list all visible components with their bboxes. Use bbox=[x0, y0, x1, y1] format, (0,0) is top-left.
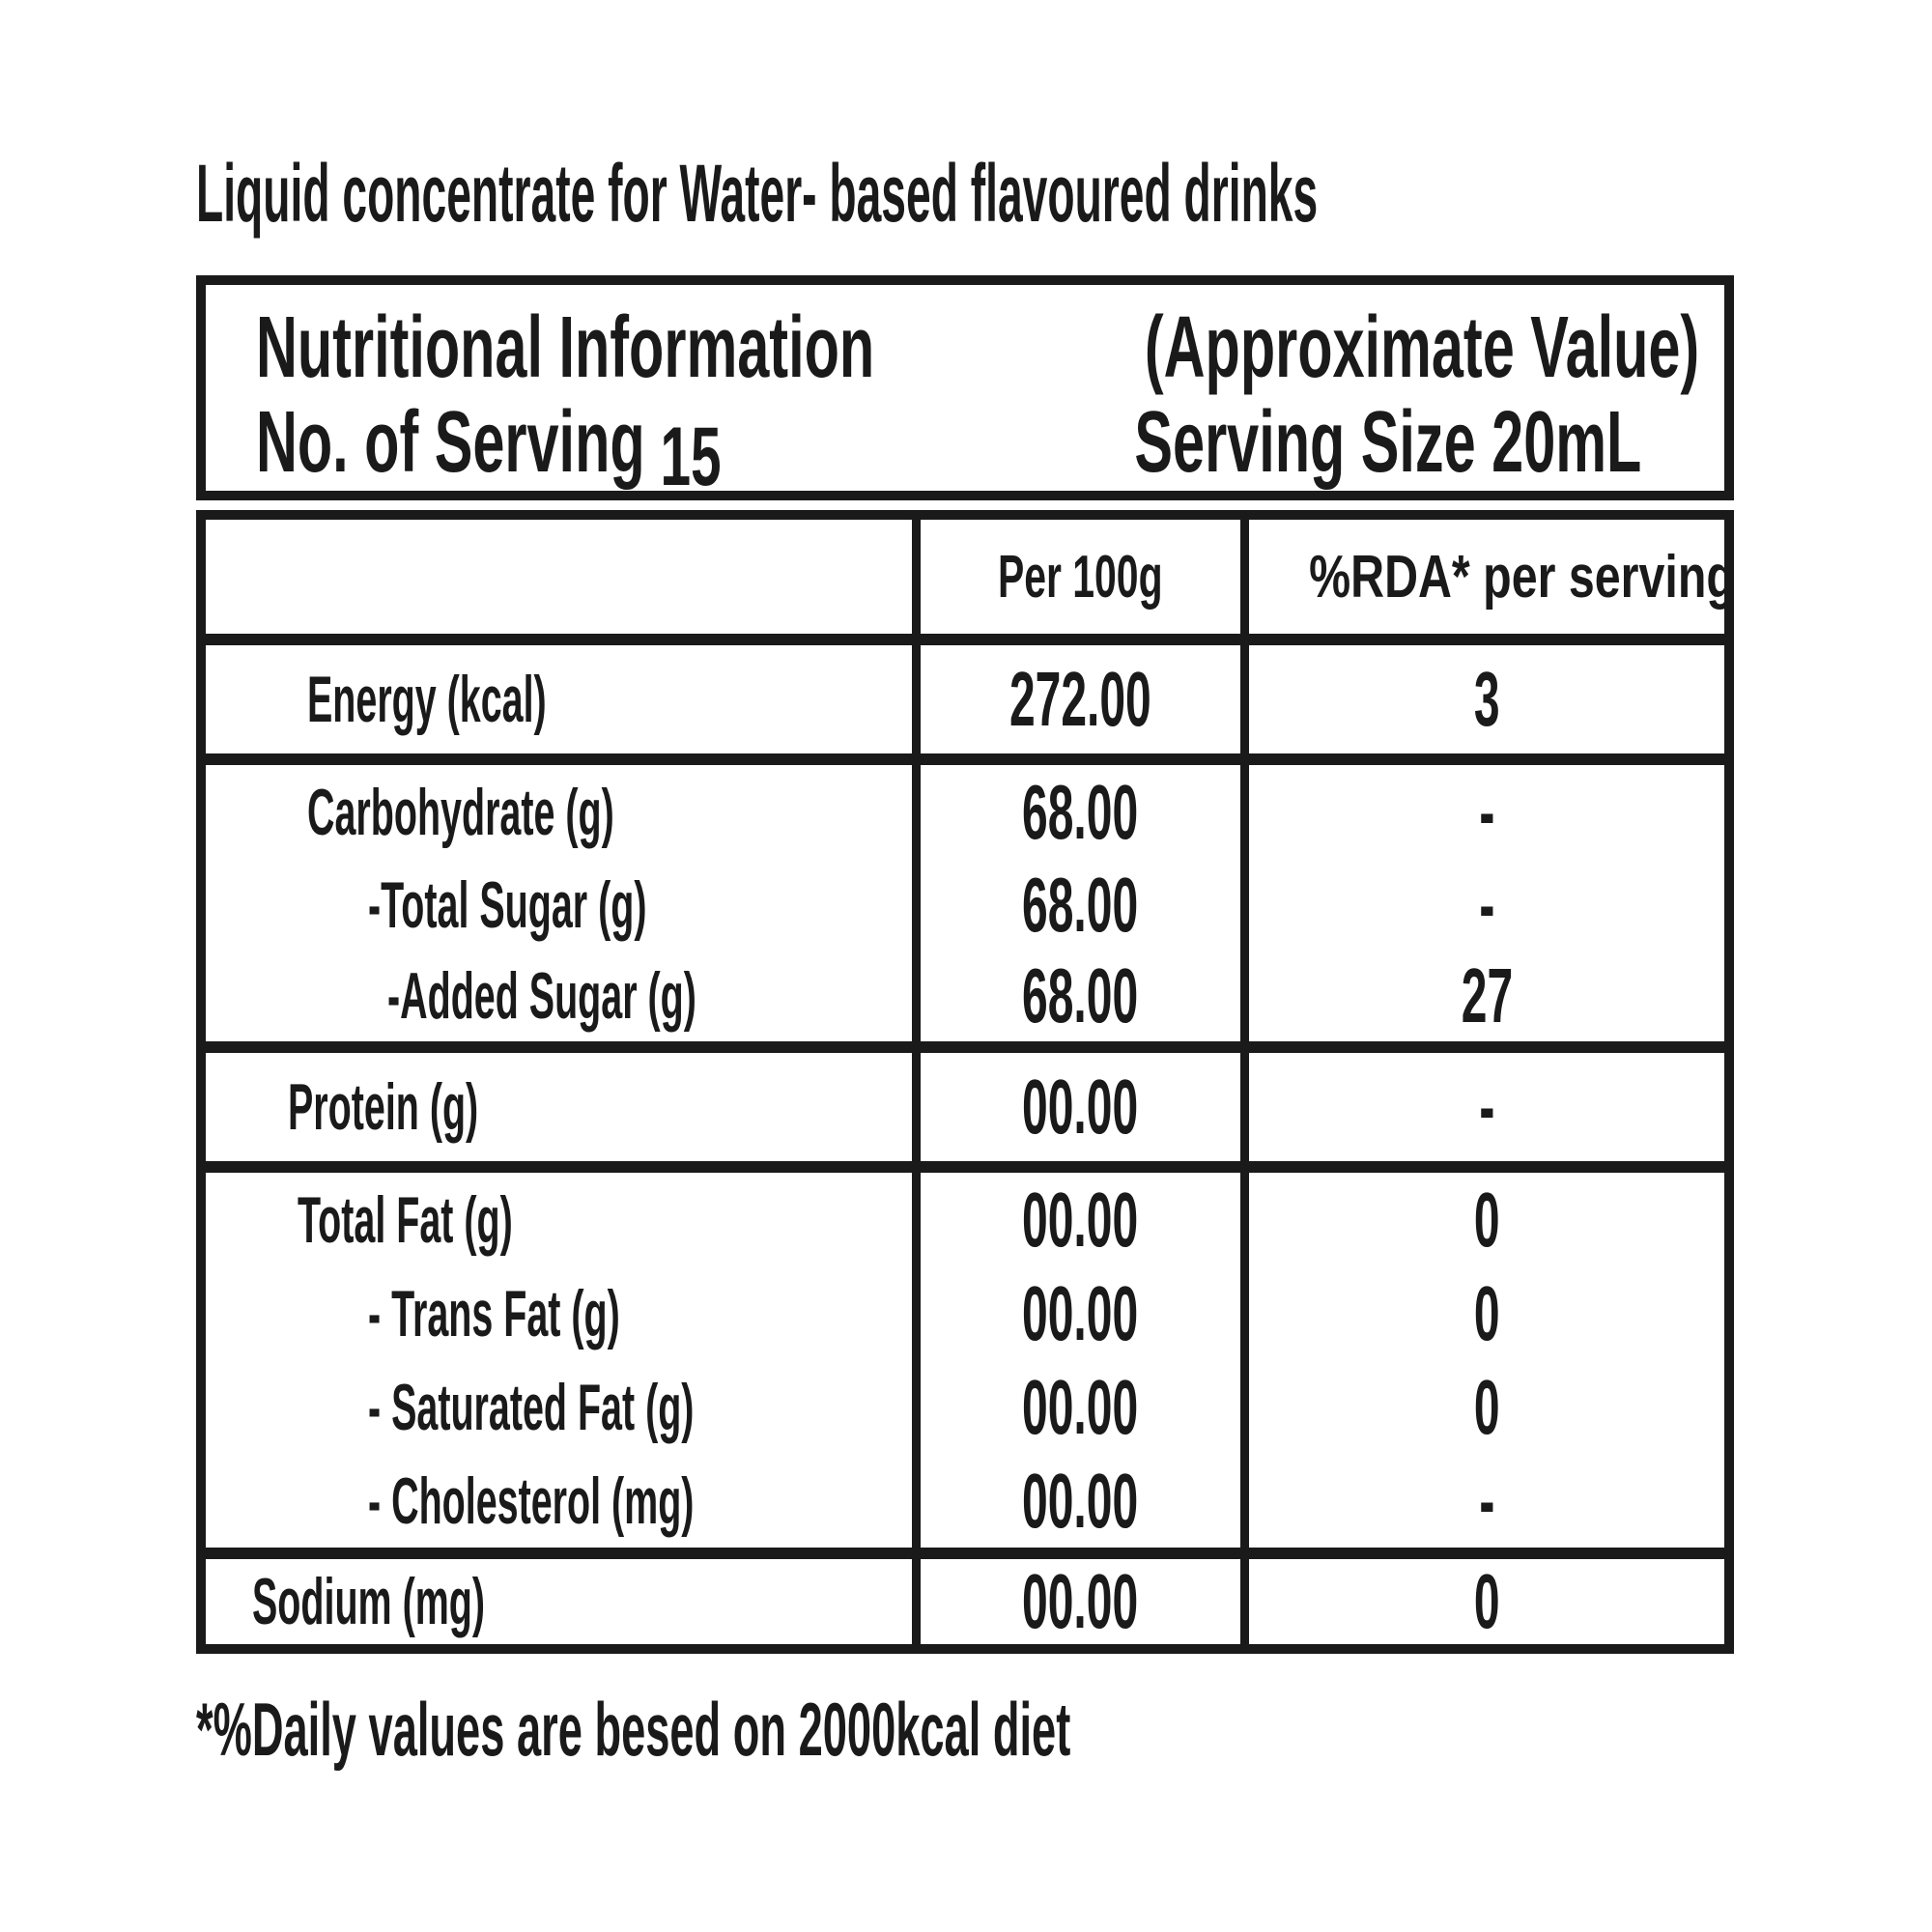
daily-value-footnote: *%Daily values are besed on 2000kcal die… bbox=[196, 1687, 1071, 1772]
row-rda-value: - bbox=[1479, 769, 1494, 855]
row-per100g-value: 00.00 bbox=[921, 1053, 1249, 1161]
table-row-protein: Protein (g) 00.00 - bbox=[206, 1053, 1724, 1161]
row-per100g-value: 00.00 bbox=[921, 1360, 1249, 1454]
table-row-saturated-fat: - Saturated Fat (g) 00.00 0 bbox=[206, 1360, 1724, 1454]
table-row-cholesterol: - Cholesterol (mg) 00.00 - bbox=[206, 1454, 1724, 1548]
row-label: -Total Sugar (g) bbox=[206, 860, 921, 951]
row-per100g-value: 272.00 bbox=[921, 645, 1249, 753]
table-row-added-sugar: -Added Sugar (g) 68.00 27 bbox=[206, 951, 1724, 1041]
row-per100g-value: 00.00 bbox=[921, 1173, 1249, 1266]
row-per100g-value: 68.00 bbox=[921, 860, 1249, 951]
row-rda-value: 0 bbox=[1473, 1269, 1500, 1356]
nutrition-header-box: Nutritional Information (Approximate Val… bbox=[196, 275, 1734, 503]
row-per100g-value: 68.00 bbox=[921, 951, 1249, 1041]
table-row-total-sugar: -Total Sugar (g) 68.00 - bbox=[206, 860, 1724, 951]
row-rda-value: - bbox=[1479, 862, 1494, 948]
table-row-energy: Energy (kcal) 272.00 3 bbox=[206, 645, 1724, 753]
table-column-header-section: Per 100g %RDA* per serving bbox=[206, 520, 1735, 634]
product-title-text: Liquid concentrate for Water- based flav… bbox=[196, 148, 1319, 239]
row-rda-value: 0 bbox=[1473, 1558, 1500, 1644]
serving-size: Serving Size 20mL bbox=[1134, 394, 1641, 491]
serving-size-line: Serving Size 20mL bbox=[873, 393, 1641, 493]
column-header-per-100g: Per 100g bbox=[921, 520, 1249, 634]
row-label: Carbohydrate (g) bbox=[206, 765, 921, 860]
table-row-sodium: Sodium (mg) 00.00 0 bbox=[206, 1558, 1724, 1644]
row-per100g-value: 00.00 bbox=[921, 1454, 1249, 1548]
header-title: Nutritional Information bbox=[256, 299, 875, 396]
row-rda-value: 3 bbox=[1473, 656, 1500, 742]
row-per100g-value: 00.00 bbox=[921, 1558, 1249, 1644]
servings-value: 15 bbox=[660, 411, 722, 503]
row-rda-value: 27 bbox=[1461, 952, 1513, 1038]
row-label: - Cholesterol (mg) bbox=[206, 1454, 921, 1548]
row-label: Sodium (mg) bbox=[206, 1559, 921, 1644]
row-label: Total Fat (g) bbox=[206, 1173, 921, 1266]
row-rda-value: 0 bbox=[1473, 1363, 1500, 1450]
servings-label: No. of Serving bbox=[256, 394, 645, 491]
row-label: -Added Sugar (g) bbox=[206, 951, 921, 1041]
section-sodium: Sodium (mg) 00.00 0 bbox=[206, 1548, 1724, 1644]
servings-line: No. of Serving 15 bbox=[256, 393, 961, 503]
section-energy: Energy (kcal) 272.00 3 bbox=[206, 634, 1724, 753]
section-protein: Protein (g) 00.00 - bbox=[206, 1041, 1724, 1161]
row-rda-value: - bbox=[1479, 1064, 1494, 1150]
row-label: Energy (kcal) bbox=[206, 645, 921, 753]
section-carbohydrate: Carbohydrate (g) 68.00 - -Total Sugar (g… bbox=[206, 753, 1724, 1041]
table-row-total-fat: Total Fat (g) 00.00 0 bbox=[206, 1173, 1724, 1266]
row-label: Protein (g) bbox=[206, 1053, 921, 1161]
nutrition-table: Per 100g %RDA* per serving Energy (kcal)… bbox=[196, 510, 1735, 1654]
column-header-row: Per 100g %RDA* per serving bbox=[206, 520, 1735, 634]
row-label: - Trans Fat (g) bbox=[206, 1266, 921, 1360]
table-row-trans-fat: - Trans Fat (g) 00.00 0 bbox=[206, 1266, 1724, 1360]
row-per100g-value: 00.00 bbox=[921, 1266, 1249, 1360]
row-label: - Saturated Fat (g) bbox=[206, 1360, 921, 1454]
column-header-rda: %RDA* per serving bbox=[1309, 543, 1735, 611]
row-rda-value: 0 bbox=[1473, 1176, 1500, 1263]
column-header-blank bbox=[206, 520, 921, 634]
section-fat: Total Fat (g) 00.00 0 - Trans Fat (g) 00… bbox=[206, 1161, 1724, 1548]
product-title: Liquid concentrate for Water- based flav… bbox=[196, 147, 1932, 240]
row-per100g-value: 68.00 bbox=[921, 765, 1249, 860]
header-title-note: (Approximate Value) bbox=[1144, 299, 1699, 396]
row-rda-value: - bbox=[1479, 1457, 1494, 1544]
table-row-carbohydrate: Carbohydrate (g) 68.00 - bbox=[206, 765, 1724, 860]
